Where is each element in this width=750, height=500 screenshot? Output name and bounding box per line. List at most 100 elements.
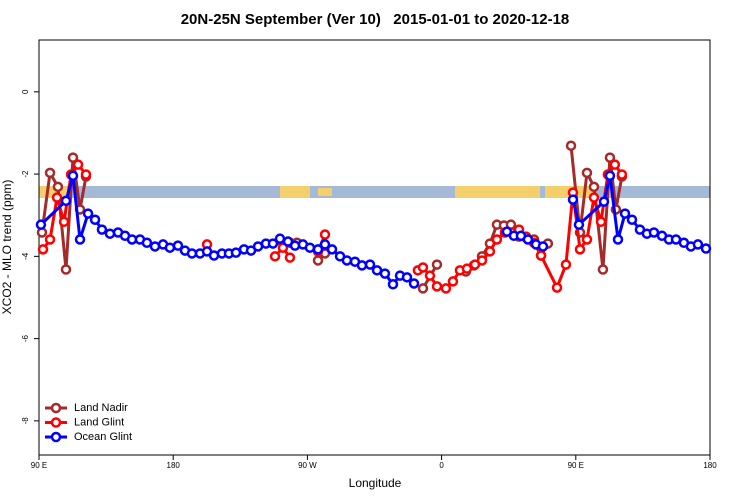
- data-point: [491, 234, 503, 245]
- data-point: [82, 208, 94, 219]
- data-point: [581, 167, 593, 179]
- data-point: [692, 239, 704, 250]
- data-point: [440, 283, 452, 294]
- data-point: [284, 252, 296, 263]
- chart-title: 20N-25N September (Ver 10) 2015-01-01 to…: [181, 11, 570, 28]
- land-strip: [318, 188, 332, 196]
- x-tick-label: 180: [167, 461, 181, 470]
- y-axis-label: XCO2 - MLO trend (ppm): [0, 180, 14, 315]
- data-point: [424, 270, 436, 281]
- data-point: [141, 237, 153, 249]
- data-point: [408, 278, 420, 289]
- data-point: [186, 248, 198, 259]
- x-tick-label: 90 E: [568, 461, 584, 470]
- x-tick-label: 180: [703, 461, 717, 470]
- data-point: [574, 244, 586, 255]
- data-point: [149, 241, 161, 252]
- data-point: [581, 234, 593, 245]
- y-tick-label: 0: [21, 89, 30, 94]
- data-point: [567, 194, 579, 205]
- data-point: [609, 159, 621, 170]
- data-point: [164, 242, 176, 253]
- data-point: [67, 170, 79, 181]
- data-point: [51, 192, 63, 203]
- x-tick-label: 0: [439, 461, 444, 470]
- data-point: [312, 255, 324, 266]
- data-point: [60, 195, 72, 207]
- data-point: [44, 167, 56, 179]
- y-tick-label: -6: [21, 335, 30, 343]
- data-point: [522, 234, 534, 245]
- y-tick-label: -2: [21, 170, 30, 178]
- data-point: [598, 196, 610, 207]
- data-point: [535, 250, 547, 261]
- series-line: [41, 163, 624, 290]
- x-tick-label: 90 W: [298, 461, 317, 470]
- data-point: [304, 242, 316, 253]
- legend-label: Land Nadir: [74, 402, 128, 414]
- data-point: [387, 279, 399, 290]
- data-point: [312, 244, 324, 255]
- data-point: [319, 239, 331, 250]
- data-point: [648, 227, 660, 238]
- land-strip: [280, 186, 310, 198]
- data-point: [604, 152, 616, 163]
- data-point: [626, 214, 638, 225]
- data-point: [588, 192, 600, 203]
- x-axis-label: Longitude: [349, 476, 402, 490]
- series: [37, 159, 628, 294]
- data-point: [96, 224, 108, 235]
- data-point: [341, 255, 353, 266]
- data-point: [616, 169, 628, 180]
- data-point: [67, 152, 79, 163]
- data-point: [58, 216, 70, 228]
- data-point: [700, 243, 712, 254]
- series: [36, 140, 628, 294]
- data-point: [267, 238, 279, 249]
- data-point: [573, 219, 585, 230]
- data-point: [595, 216, 607, 228]
- data-point: [447, 276, 459, 287]
- data-point: [230, 247, 242, 258]
- data-point: [401, 272, 413, 283]
- data-point: [80, 169, 92, 180]
- legend-marker: [50, 417, 62, 428]
- data-point: [364, 259, 376, 270]
- data-point: [74, 234, 86, 245]
- data-point: [104, 228, 116, 239]
- data-point: [326, 244, 338, 255]
- data-point: [476, 255, 488, 266]
- series-line: [40, 145, 624, 290]
- data-point: [604, 170, 616, 181]
- data-point: [597, 264, 609, 275]
- data-point: [60, 264, 72, 275]
- data-point: [417, 283, 429, 294]
- legend-label: Ocean Glint: [74, 431, 132, 443]
- legend-marker: [50, 431, 62, 443]
- data-point: [319, 229, 331, 240]
- y-tick-label: -8: [21, 417, 30, 425]
- data-point: [612, 234, 624, 245]
- plot-frame: [38, 39, 711, 456]
- map-strip: [39, 186, 710, 198]
- data-point: [52, 181, 64, 193]
- y-tick-label: -4: [21, 252, 30, 260]
- data-point: [379, 268, 391, 279]
- legend-label: Land Glint: [74, 416, 124, 428]
- series: [35, 170, 712, 290]
- data-point: [588, 181, 600, 193]
- data-point: [44, 234, 56, 245]
- x-tick-label: 90 E: [31, 461, 47, 470]
- data-point: [565, 140, 577, 151]
- data-point: [172, 240, 184, 251]
- ocean-strip: [39, 186, 710, 198]
- data-point: [484, 246, 496, 257]
- data-point: [269, 251, 281, 262]
- data-point: [35, 219, 47, 230]
- data-point: [619, 208, 631, 219]
- data-point: [537, 241, 549, 252]
- legend-marker: [50, 402, 62, 414]
- data-point: [89, 214, 101, 225]
- data-point: [431, 281, 443, 292]
